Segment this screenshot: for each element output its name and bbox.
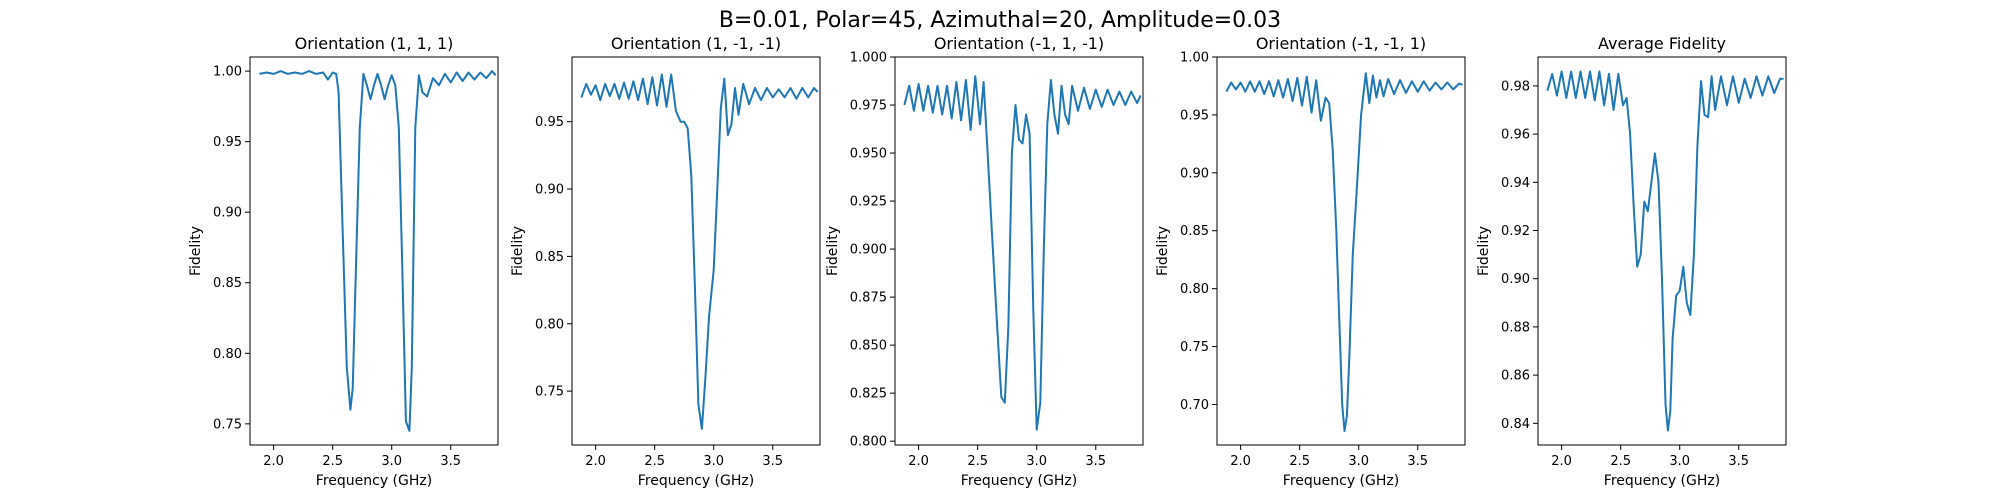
- y-tick-label: 0.90: [1180, 166, 1209, 181]
- y-tick-label: 0.85: [1180, 224, 1209, 239]
- plot-frame: [1537, 56, 1787, 446]
- plot-frame: [1216, 56, 1466, 446]
- y-axis-label: Fidelity: [188, 226, 204, 276]
- subplot-title: Average Fidelity: [1598, 34, 1726, 53]
- y-tick-label: 0.86: [1501, 369, 1530, 384]
- x-tick-label: 2.5: [967, 454, 988, 469]
- fidelity-line: [1225, 72, 1463, 433]
- y-tick-label: 0.92: [1501, 224, 1530, 239]
- x-tick-label: 3.0: [1026, 454, 1047, 469]
- subplot-4: Orientation (-1, -1, 1) 2.0 2.5 3.0 3.5 0.70 0…: [1155, 34, 1466, 489]
- y-tick-label: 0.80: [213, 347, 242, 362]
- x-tick-label: 2.5: [322, 454, 343, 469]
- figure-title: B=0.01, Polar=45, Azimuthal=20, Amplitud…: [719, 8, 1281, 33]
- x-tick-label: 3.5: [762, 454, 783, 469]
- x-tick-label: 3.5: [1085, 454, 1106, 469]
- x-axis-label: Frequency (GHz): [316, 473, 432, 489]
- fidelity-line: [580, 73, 819, 430]
- x-tick-label: 2.0: [1551, 454, 1572, 469]
- y-tick-label: 0.75: [1180, 340, 1209, 355]
- y-tick-label: 0.925: [850, 195, 887, 210]
- y-tick-label: 0.850: [850, 339, 887, 354]
- x-tick-label: 3.0: [1348, 454, 1369, 469]
- x-tick-label: 3.5: [1728, 454, 1749, 469]
- y-tick-label: 1.00: [213, 65, 242, 80]
- x-tick-label: 3.0: [381, 454, 402, 469]
- y-tick-label: 0.75: [213, 417, 242, 432]
- y-tick-label: 0.84: [1501, 417, 1530, 432]
- x-tick-label: 2.0: [263, 454, 284, 469]
- subplot-3: Orientation (-1, 1, -1) 2.0 2.5 3.0 3.5 0.800…: [825, 34, 1144, 489]
- subplot-grid: Orientation (1, 1, 1) 2.0 2.5 3.0 3.5 0.75 0.8…: [188, 34, 1787, 489]
- y-tick-label: 0.85: [535, 250, 564, 265]
- fidelity-line: [903, 75, 1142, 431]
- y-tick-label: 1.000: [850, 51, 887, 66]
- fidelity-line: [259, 70, 497, 432]
- y-tick-label: 0.95: [535, 115, 564, 130]
- x-tick-label: 2.0: [1230, 454, 1251, 469]
- y-tick-label: 0.90: [213, 206, 242, 221]
- subplot-5: Average Fidelity 2.0 2.5 3.0 3.5 0.84 0.86 0.88…: [1476, 34, 1787, 489]
- subplot-title: Orientation (-1, -1, 1): [1256, 34, 1426, 53]
- x-tick-label: 2.0: [908, 454, 929, 469]
- x-tick-label: 2.0: [585, 454, 606, 469]
- y-tick-label: 0.875: [850, 291, 887, 306]
- y-axis-label: Fidelity: [1155, 226, 1171, 276]
- y-tick-label: 1.00: [1180, 51, 1209, 66]
- x-axis-label: Frequency (GHz): [1604, 473, 1720, 489]
- y-tick-label: 0.90: [1501, 272, 1530, 287]
- plot-frame: [894, 56, 1144, 446]
- x-tick-label: 3.5: [1407, 454, 1428, 469]
- y-tick-label: 0.950: [850, 147, 887, 162]
- x-tick-label: 3.0: [703, 454, 724, 469]
- y-tick-label: 0.85: [213, 276, 242, 291]
- y-tick-label: 0.900: [850, 243, 887, 258]
- subplot-2: Orientation (1, -1, -1) 2.0 2.5 3.0 3.5 0.75 0…: [510, 34, 821, 489]
- subplot-title: Orientation (1, 1, 1): [295, 34, 454, 53]
- y-tick-label: 0.95: [213, 135, 242, 150]
- x-tick-label: 2.5: [644, 454, 665, 469]
- y-axis-label: Fidelity: [510, 226, 526, 276]
- y-tick-label: 0.825: [850, 387, 887, 402]
- y-tick-label: 0.94: [1501, 176, 1530, 191]
- y-tick-label: 0.800: [850, 435, 887, 450]
- subplot-title: Orientation (-1, 1, -1): [934, 34, 1104, 53]
- y-tick-label: 0.80: [535, 317, 564, 332]
- y-axis-label: Fidelity: [825, 226, 841, 276]
- y-axis-label: Fidelity: [1476, 226, 1492, 276]
- x-tick-label: 2.5: [1289, 454, 1310, 469]
- y-tick-label: 0.88: [1501, 320, 1530, 335]
- subplot-title: Orientation (1, -1, -1): [611, 34, 781, 53]
- y-tick-label: 0.96: [1501, 128, 1530, 143]
- y-tick-label: 0.975: [850, 99, 887, 114]
- plot-frame: [249, 56, 499, 446]
- x-axis-label: Frequency (GHz): [961, 473, 1077, 489]
- x-tick-label: 2.5: [1610, 454, 1631, 469]
- y-tick-label: 0.98: [1501, 79, 1530, 94]
- y-tick-label: 0.75: [535, 385, 564, 400]
- x-tick-label: 3.5: [440, 454, 461, 469]
- x-tick-label: 3.0: [1669, 454, 1690, 469]
- plot-frame: [571, 56, 821, 446]
- y-tick-label: 0.90: [535, 183, 564, 198]
- y-tick-label: 0.80: [1180, 282, 1209, 297]
- fidelity-line: [1546, 70, 1784, 432]
- x-axis-label: Frequency (GHz): [638, 473, 754, 489]
- subplot-1: Orientation (1, 1, 1) 2.0 2.5 3.0 3.5 0.75 0.8…: [188, 34, 499, 489]
- y-tick-label: 0.95: [1180, 108, 1209, 123]
- x-axis-label: Frequency (GHz): [1283, 473, 1399, 489]
- y-tick-label: 0.70: [1180, 398, 1209, 413]
